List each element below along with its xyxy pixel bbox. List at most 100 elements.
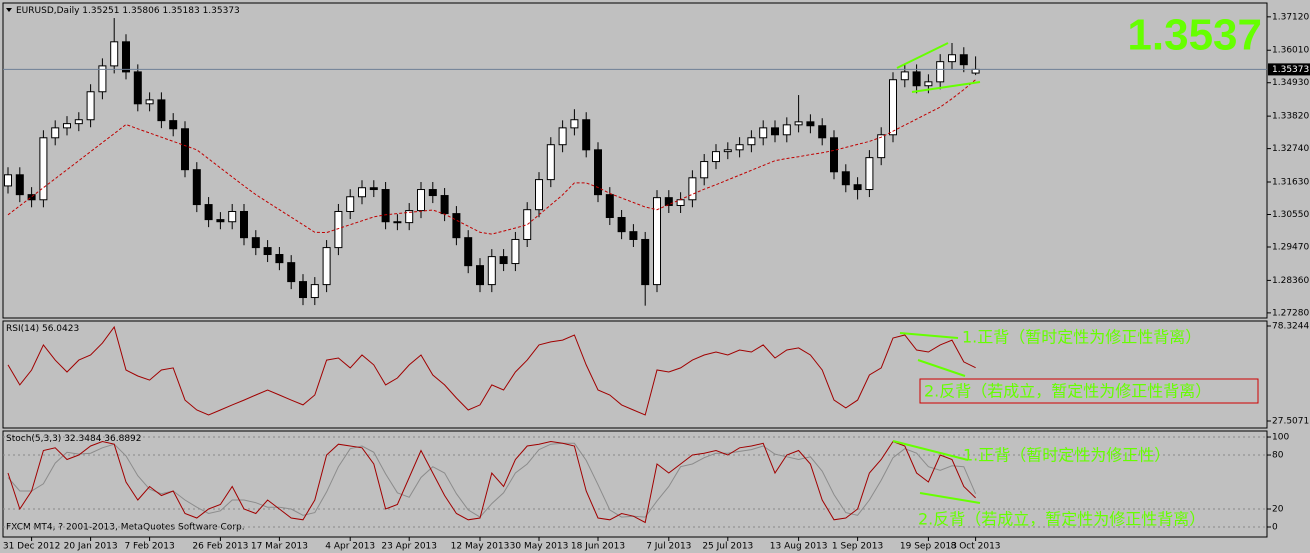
candle-body bbox=[263, 247, 272, 256]
candle-body bbox=[594, 149, 602, 196]
candle-body bbox=[86, 91, 95, 121]
candle-body bbox=[499, 256, 508, 265]
candle-body bbox=[228, 210, 237, 223]
candle-body bbox=[181, 128, 189, 171]
price-header: EURUSD,Daily 1.35251 1.35806 1.35183 1.3… bbox=[16, 6, 240, 16]
candle-body bbox=[889, 79, 897, 136]
candle-body bbox=[369, 187, 378, 191]
candle-body bbox=[4, 174, 12, 187]
y-tick-label: 1.30550 bbox=[1272, 210, 1309, 220]
indicator-line bbox=[7, 442, 977, 518]
current-price-box bbox=[1268, 63, 1310, 76]
candle-body bbox=[417, 189, 425, 212]
y-tick-label: 1.28360 bbox=[1272, 276, 1309, 286]
x-tick-label: 23 Apr 2013 bbox=[381, 542, 437, 552]
candle-body bbox=[63, 123, 71, 129]
annotation: 1.正背（暂时定性为修正性背离） bbox=[962, 328, 1201, 347]
candle-body bbox=[806, 121, 815, 127]
current-price-label: 1.35373 bbox=[1272, 65, 1309, 75]
candle-body bbox=[487, 256, 496, 286]
candle-body bbox=[771, 127, 779, 136]
stoch-signal-value: 36.8892 bbox=[104, 434, 141, 444]
candle-body bbox=[759, 127, 768, 139]
candle-body bbox=[169, 120, 178, 130]
x-tick-label: 4 Apr 2013 bbox=[325, 542, 375, 552]
candle-body bbox=[794, 121, 803, 126]
candle-body bbox=[782, 124, 791, 136]
candle-body bbox=[322, 247, 331, 286]
stoch-main-value: 32.3484 bbox=[64, 434, 101, 444]
candle-body bbox=[900, 71, 909, 81]
close: 1.35373 bbox=[203, 6, 240, 16]
candle-body bbox=[452, 213, 461, 239]
x-tick-label: 13 Aug 2013 bbox=[770, 542, 828, 552]
x-tick-label: 17 Mar 2013 bbox=[251, 542, 308, 552]
candle-body bbox=[275, 254, 284, 264]
candle-body bbox=[853, 184, 862, 191]
stoch-title: Stoch(5,3,3) bbox=[6, 434, 61, 444]
candle-body bbox=[830, 137, 838, 173]
candle-body bbox=[51, 127, 60, 139]
candle-body bbox=[582, 119, 591, 151]
x-tick-label: 19 Sep 2013 bbox=[900, 542, 957, 552]
y-tick-label: 1.36010 bbox=[1272, 46, 1309, 56]
open: 1.35251 bbox=[82, 6, 119, 16]
annotation: 1.正背（暂时定性为修正性） bbox=[963, 446, 1170, 465]
annotation: 2.反背（若成立，暂定性为修正性背离） bbox=[918, 510, 1205, 529]
x-tick-label: 7 Jul 2013 bbox=[646, 542, 691, 552]
candle-body bbox=[334, 210, 343, 249]
indicator-line bbox=[7, 440, 976, 524]
candle-body bbox=[122, 41, 130, 73]
trend-line bbox=[892, 440, 969, 461]
footnote: FXCM MT4, ? 2001-2013, MetaQuotes Softwa… bbox=[6, 523, 245, 533]
trend-line bbox=[919, 492, 981, 504]
y-tick-label: 1.27280 bbox=[1272, 308, 1309, 318]
menu-arrow[interactable] bbox=[6, 8, 12, 12]
candle-body bbox=[865, 157, 874, 191]
candle-body bbox=[240, 210, 248, 239]
y-tick-label: 80 bbox=[1272, 451, 1284, 461]
y-tick-label: 100 bbox=[1272, 433, 1289, 443]
candle-body bbox=[747, 137, 756, 146]
candle-body bbox=[39, 137, 48, 201]
trend-line bbox=[911, 81, 981, 93]
candle-body bbox=[688, 177, 697, 201]
candle-body bbox=[299, 281, 307, 299]
low: 1.35183 bbox=[162, 6, 199, 16]
high: 1.35806 bbox=[122, 6, 159, 16]
candle-body bbox=[948, 54, 956, 63]
candle-body bbox=[971, 68, 980, 74]
candle-body bbox=[629, 231, 638, 240]
candle-body bbox=[664, 197, 673, 206]
y-tick-label: 1.31630 bbox=[1272, 178, 1309, 188]
candle-body bbox=[723, 149, 732, 153]
candle-body bbox=[476, 265, 484, 286]
y-tick-label: 0 bbox=[1272, 523, 1278, 533]
candle-body bbox=[617, 217, 626, 233]
candle-body bbox=[523, 209, 532, 240]
candle-body bbox=[110, 41, 119, 67]
candle-body bbox=[653, 197, 661, 286]
x-tick-label: 20 Jan 2013 bbox=[64, 542, 118, 552]
x-tick-label: 18 Jun 2013 bbox=[571, 542, 625, 552]
candle-body bbox=[145, 99, 154, 105]
candle-body bbox=[676, 199, 685, 206]
symbol: EURUSD,Daily bbox=[16, 6, 80, 16]
candle-body bbox=[511, 238, 520, 265]
candle-body bbox=[216, 219, 225, 223]
candle-body bbox=[877, 134, 886, 159]
candle-body bbox=[98, 65, 107, 93]
trend-line bbox=[917, 359, 966, 377]
candle-body bbox=[936, 61, 945, 83]
candle-body bbox=[15, 174, 24, 196]
candle-body bbox=[287, 262, 296, 283]
candle-body bbox=[192, 169, 201, 206]
candle-body bbox=[558, 127, 567, 146]
y-tick-label: 78.3244 bbox=[1272, 322, 1309, 332]
y-tick-label: 1.34930 bbox=[1272, 78, 1309, 88]
candle-body bbox=[440, 195, 449, 215]
x-tick-label: 25 Jul 2013 bbox=[702, 542, 753, 552]
candle-body bbox=[381, 189, 390, 223]
candle-body bbox=[74, 119, 83, 125]
y-tick-label: 27.5071 bbox=[1272, 416, 1309, 426]
